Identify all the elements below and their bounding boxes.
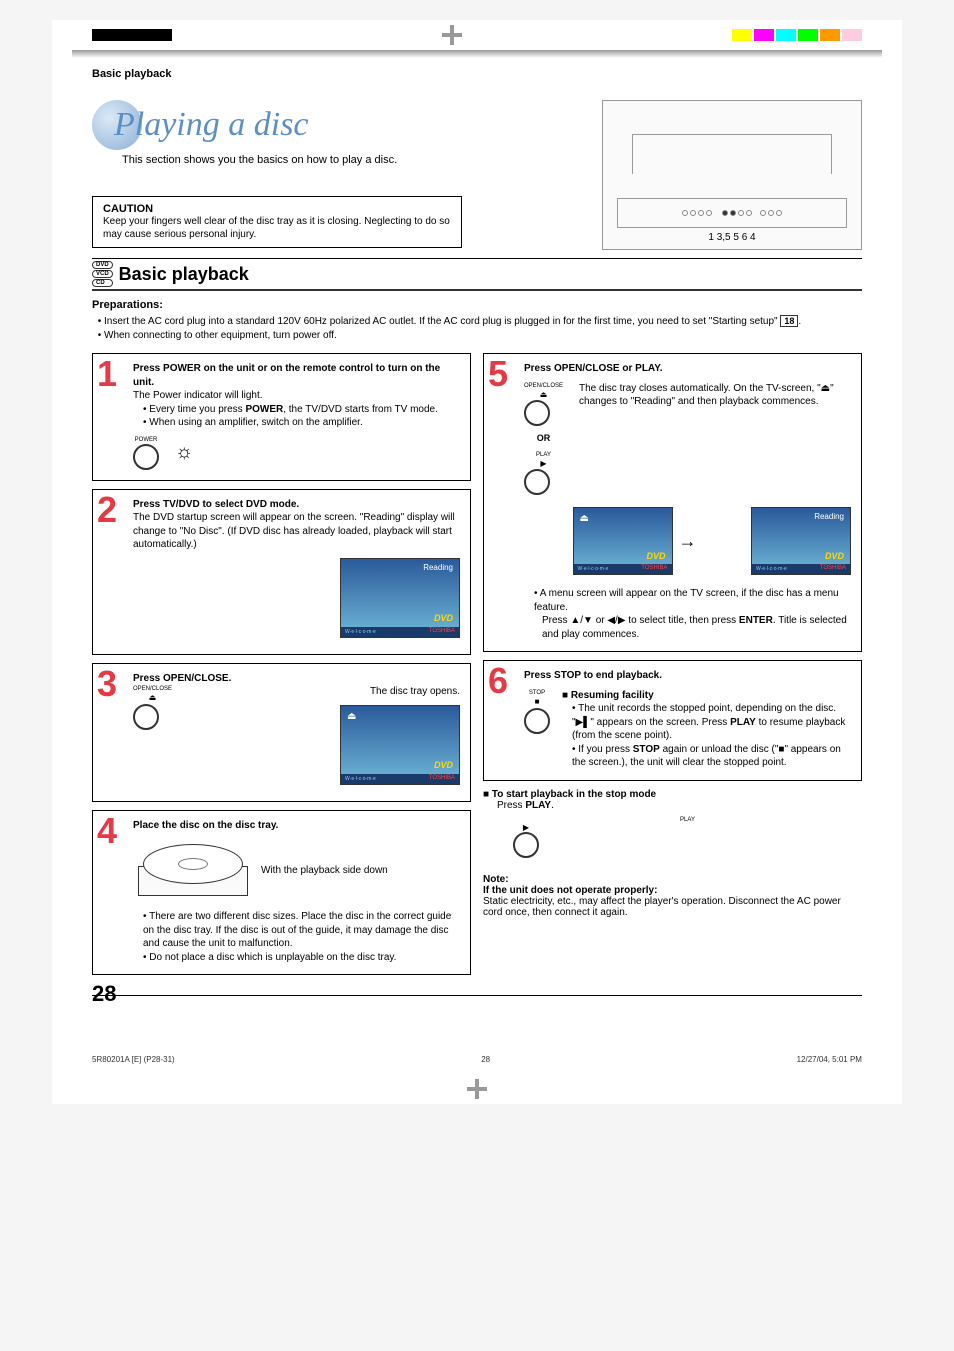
power-button-icon	[133, 444, 159, 470]
play-button-icon	[524, 469, 550, 495]
tv-screen-illustration: ⏏ DVD W·e·l·c·o·m·eTOSHIBA	[573, 507, 673, 575]
step-number: 4	[97, 813, 117, 849]
light-icon: ☼	[175, 439, 193, 466]
step-title: Press TV/DVD to select DVD mode.	[133, 498, 460, 512]
tv-screen-illustration: Reading DVD W·e·l·c·o·m·eTOSHIBA	[751, 507, 851, 575]
eject-icon: ⏏	[133, 693, 172, 704]
step-number: 2	[97, 492, 117, 528]
swatch	[798, 29, 818, 41]
or-label: OR	[524, 432, 563, 444]
preparations-label: Preparations:	[92, 299, 862, 311]
step-2: 2 Press TV/DVD to select DVD mode. The D…	[92, 489, 471, 655]
step-title: Press OPEN/CLOSE.	[133, 672, 460, 686]
disc-tray-illustration	[133, 836, 253, 906]
swatch	[776, 29, 796, 41]
power-label: POWER	[133, 436, 159, 444]
step-1: 1 Press POWER on the unit or on the remo…	[92, 353, 471, 481]
gradient-bar	[72, 50, 882, 58]
registration-mark	[442, 25, 462, 45]
swatch	[842, 29, 862, 41]
step-5: 5 Press OPEN/CLOSE or PLAY. OPEN/CLOSE ⏏…	[483, 353, 862, 652]
device-labels: 1 3,5 5 6 4	[603, 232, 861, 243]
stop-mode-block: ■ To start playback in the stop mode Pre…	[483, 789, 862, 858]
step-number: 1	[97, 356, 117, 392]
page-subtitle: This section shows you the basics on how…	[122, 154, 602, 166]
device-illustration: 1 3,5 5 6 4	[602, 100, 862, 250]
step-6: 6 Press STOP to end playback. STOP ■ Res…	[483, 660, 862, 781]
caution-label: CAUTION	[103, 203, 451, 215]
disc-type-icons: DVD VCD CD	[92, 261, 113, 287]
crop-bar-left	[92, 29, 172, 41]
step-title: Place the disc on the disc tray.	[133, 819, 460, 833]
page-ref-icon: 18	[780, 315, 798, 327]
breadcrumb: Basic playback	[92, 68, 862, 80]
tv-screen-illustration: ⏏ DVD W·e·l·c·o·m·eTOSHIBA	[340, 705, 460, 785]
play-button-icon	[513, 832, 539, 858]
preparations-list: Insert the AC cord plug into a standard …	[92, 315, 862, 343]
color-swatches	[732, 29, 862, 41]
footer-meta: 5R80201A [E] (P28-31) 28 12/27/04, 5:01 …	[52, 1055, 902, 1064]
swatch	[754, 29, 774, 41]
step-number: 5	[488, 356, 508, 392]
note-block: Note: If the unit does not operate prope…	[483, 874, 862, 918]
page-title: Playing a disc	[114, 106, 309, 144]
step-title: Press OPEN/CLOSE or PLAY.	[524, 362, 851, 376]
step-number: 3	[97, 666, 117, 702]
tv-screen-illustration: Reading DVD W·e·l·c·o·m·eTOSHIBA	[340, 558, 460, 638]
open-close-button-icon	[524, 400, 550, 426]
caution-text: Keep your fingers well clear of the disc…	[103, 215, 451, 241]
footer-page: 28	[481, 1055, 490, 1064]
step-title: Press STOP to end playback.	[524, 669, 851, 683]
footer-date: 12/27/04, 5:01 PM	[797, 1055, 862, 1064]
swatch	[732, 29, 752, 41]
arrow-right-icon: →	[679, 529, 697, 553]
step-number: 6	[488, 663, 508, 699]
footer-file: 5R80201A [E] (P28-31)	[92, 1055, 175, 1064]
step-3: 3 Press OPEN/CLOSE. OPEN/CLOSE ⏏ The dis…	[92, 663, 471, 802]
step-4: 4 Place the disc on the disc tray. With …	[92, 810, 471, 976]
resume-heading: Resuming facility	[562, 689, 851, 703]
stop-button-icon	[524, 708, 550, 734]
crop-marks-bottom	[52, 1074, 902, 1104]
registration-mark	[467, 1079, 487, 1099]
caution-box: CAUTION Keep your fingers well clear of …	[92, 196, 462, 248]
swatch	[820, 29, 840, 41]
open-close-label: OPEN/CLOSE	[133, 685, 172, 693]
section-heading: DVD VCD CD Basic playback	[92, 261, 862, 287]
crop-marks	[52, 20, 902, 50]
step-title: Press POWER on the unit or on the remote…	[133, 362, 460, 389]
page-number: 28	[92, 981, 116, 1007]
open-close-button-icon	[133, 704, 159, 730]
